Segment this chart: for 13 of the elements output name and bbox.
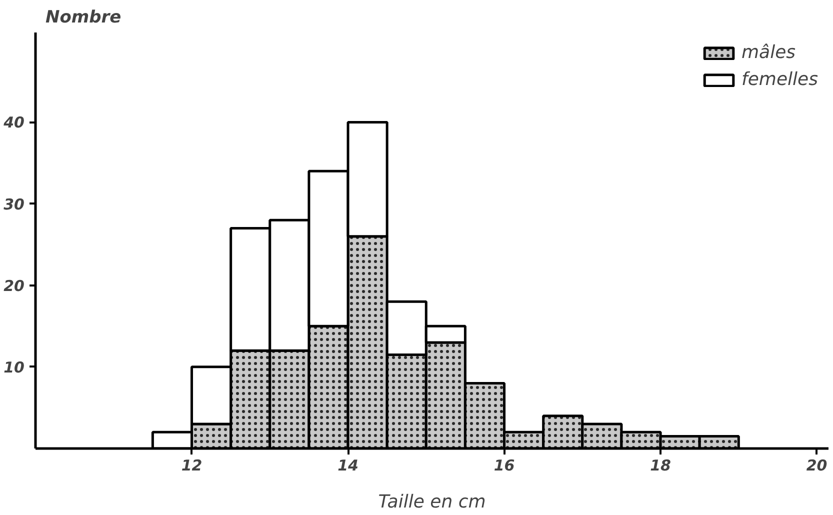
x-tick-label: 20 (806, 456, 828, 474)
y-tick-label: 10 (4, 358, 24, 376)
y-axis-title: Nombre (46, 8, 122, 28)
x-tick-label: 16 (494, 456, 515, 474)
y-tick-label: 20 (4, 276, 24, 295)
y-tick-label: 40 (2, 114, 24, 132)
legend-label: femelles (742, 69, 818, 90)
x-axis-title: Taille en cm (378, 492, 486, 512)
y-tick-label: 30 (4, 195, 24, 214)
legend-label: mâles (742, 42, 796, 63)
x-tick-label: 14 (338, 456, 358, 474)
x-tick-label: 18 (650, 456, 671, 474)
x-tick-label: 12 (181, 456, 202, 474)
